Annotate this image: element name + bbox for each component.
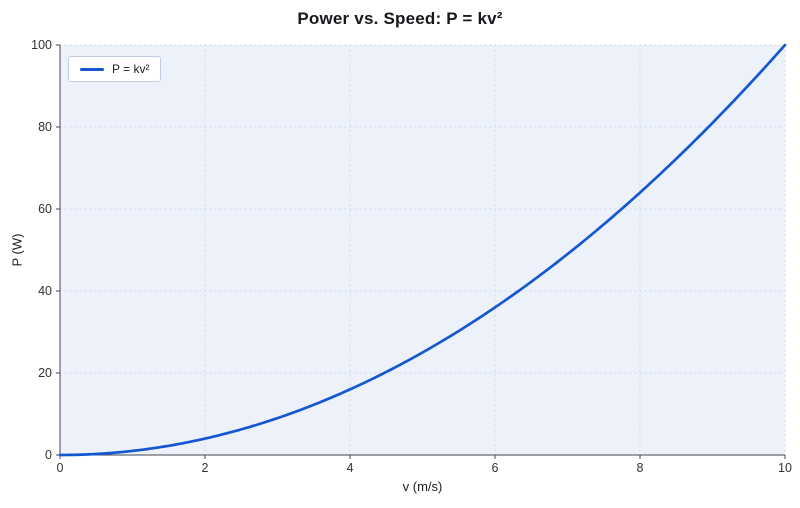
y-tick-label: 40 bbox=[38, 284, 52, 298]
series-line bbox=[58, 43, 787, 457]
y-tick-label: 20 bbox=[38, 366, 52, 380]
legend-series-label: P = kv² bbox=[112, 62, 150, 76]
x-tick-label: 6 bbox=[492, 461, 499, 475]
x-tick-label: 8 bbox=[637, 461, 644, 475]
x-axis-label: v (m/s) bbox=[402, 479, 443, 494]
y-tick-label: 60 bbox=[38, 202, 52, 216]
x-tick-label: 4 bbox=[347, 461, 354, 475]
y-axis-label: P (W) bbox=[9, 233, 25, 267]
y-tick-label: 0 bbox=[45, 448, 52, 462]
legend: P = kv² bbox=[68, 56, 162, 82]
y-tick-label: 100 bbox=[31, 38, 52, 52]
legend-line-swatch bbox=[80, 67, 104, 71]
plot-background bbox=[60, 45, 785, 455]
chart-title: Power vs. Speed: P = kv² bbox=[297, 9, 503, 28]
y-tick-label: 80 bbox=[38, 120, 52, 134]
x-tick-label: 0 bbox=[57, 461, 64, 475]
x-tick-label: 2 bbox=[202, 461, 209, 475]
x-tick-label: 10 bbox=[778, 461, 792, 475]
